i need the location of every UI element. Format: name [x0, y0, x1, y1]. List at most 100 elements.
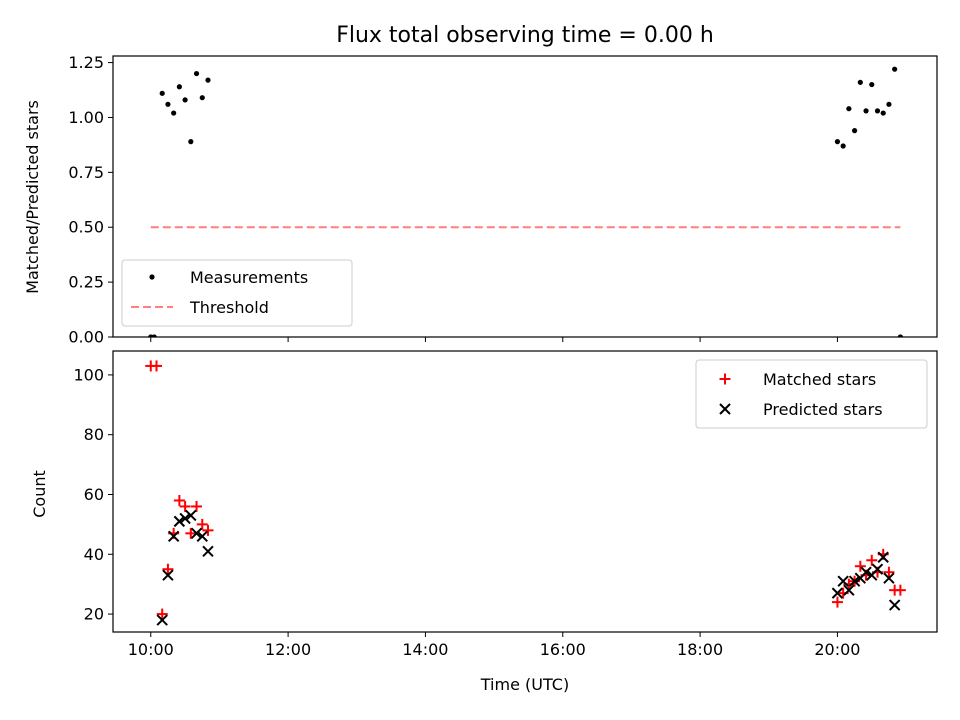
predicted-star-point — [202, 545, 214, 557]
measurement-point — [857, 79, 863, 85]
count-x-tick-label: 20:00 — [814, 640, 860, 659]
predicted-star-point — [156, 614, 168, 626]
ratio-axes-frame — [112, 55, 938, 338]
count-x-tick-label: 12:00 — [265, 640, 311, 659]
predicted-star-point — [167, 530, 180, 543]
matched-legend-marker — [719, 373, 731, 385]
measurement-point — [869, 81, 875, 88]
measurement-point — [840, 143, 846, 149]
figure-title: Flux total observing time = 0.00 h — [336, 23, 714, 48]
predicted-marker-b — [831, 587, 844, 599]
predicted-star-point — [185, 509, 197, 522]
matched-star-point — [831, 596, 843, 608]
x-axis-label: Time (UTC) — [480, 675, 569, 694]
ratio-y-tick-label: 0.75 — [68, 163, 104, 182]
measurement-point — [182, 97, 188, 103]
count-y-tick-label: 20 — [84, 605, 104, 624]
measurement-point — [874, 108, 881, 114]
predicted-marker-b — [877, 551, 889, 563]
ratio-panel: 0.00 0.25 0.50 0.75 1.00 1.25 Matched/Predict… — [23, 53, 938, 347]
matched-star-point — [162, 563, 174, 575]
matched-star-point — [191, 500, 203, 512]
ratio-y-tick-label: 1.25 — [68, 53, 104, 72]
predicted-legend-marker — [719, 403, 731, 415]
predicted-marker-b — [837, 575, 849, 587]
measurement-point — [886, 101, 892, 107]
count-panel: 20 40 60 80 100 10:00 12:00 14:00 16:00 18:00 20:… — [30, 350, 938, 694]
ratio-y-tick-label: 0.50 — [68, 218, 104, 237]
measurement-point — [188, 139, 194, 145]
count-x-ticks: 10:00 12:00 14:00 16:00 18:00 20:00 — [128, 632, 860, 659]
predicted-legend-label: Predicted stars — [763, 400, 883, 419]
predicted-marker-b — [190, 527, 203, 540]
count-legend-box — [695, 359, 928, 429]
count-y-tick-label: 80 — [84, 425, 104, 444]
predicted-star-point — [860, 566, 872, 578]
measurement-point — [897, 334, 903, 337]
measurement-point — [165, 101, 171, 107]
predicted-star-point — [179, 512, 191, 525]
predicted-marker-b — [156, 614, 168, 626]
predicted-marker-b — [202, 545, 214, 557]
matched-star-point — [883, 566, 895, 578]
count-y-tick-label: 100 — [73, 365, 104, 384]
predicted-marker-b — [179, 512, 191, 525]
measurement-point — [880, 110, 886, 116]
ratio-marks — [148, 66, 903, 337]
threshold-legend-label: Threshold — [189, 298, 269, 317]
measurements-legend-label: Measurements — [190, 268, 308, 287]
predicted-star-point — [848, 575, 861, 587]
predicted-star-point — [190, 527, 203, 540]
count-x-tick-label: 14:00 — [402, 640, 448, 659]
count-marks — [145, 360, 906, 626]
predicted-marker-b — [843, 584, 855, 596]
matched-star-point — [196, 518, 208, 530]
measurement-point — [863, 108, 869, 114]
ratio-y-tick-label: 0.00 — [68, 328, 104, 347]
matched-star-point — [185, 527, 197, 539]
matched-star-point — [156, 608, 168, 620]
measurement-point — [171, 110, 177, 116]
matched-star-point — [150, 360, 162, 372]
measurement-point — [205, 77, 211, 83]
predicted-star-point — [871, 563, 884, 575]
matched-star-point — [894, 584, 906, 596]
matched-star-point — [179, 500, 191, 512]
count-y-axis-label: Count — [30, 470, 49, 518]
count-x-tick-label: 18:00 — [677, 640, 723, 659]
ratio-y-tick-label: 1.00 — [68, 108, 104, 127]
predicted-star-point — [843, 584, 855, 596]
measurement-point — [176, 84, 182, 90]
predicted-marker-b — [848, 575, 861, 587]
predicted-marker-b — [196, 530, 208, 543]
matched-star-point — [854, 560, 866, 572]
predicted-marker-b — [888, 599, 901, 611]
ratio-y-tick-label: 0.25 — [68, 273, 104, 292]
ratio-y-ticks: 0.00 0.25 0.50 0.75 1.00 1.25 — [68, 53, 113, 347]
matched-star-point — [173, 494, 185, 506]
predicted-star-point — [888, 599, 901, 611]
measurement-point — [159, 90, 165, 96]
count-y-tick-label: 40 — [84, 545, 104, 564]
measurement-point — [846, 106, 852, 112]
predicted-star-point — [196, 530, 208, 543]
count-x-tick-label: 16:00 — [540, 640, 586, 659]
count-x-tick-label: 10:00 — [128, 640, 174, 659]
measurements-legend-dot — [149, 274, 155, 280]
ratio-y-axis-label: Matched/Predicted stars — [23, 100, 42, 294]
predicted-star-point — [173, 515, 186, 528]
predicted-marker-b — [860, 566, 872, 578]
count-legend: Matched stars Predicted stars — [695, 359, 928, 429]
predicted-marker-b — [162, 569, 174, 581]
measurement-point — [193, 70, 200, 77]
predicted-marker-b — [871, 563, 884, 575]
predicted-marker-b — [185, 509, 197, 522]
matched-star-point — [202, 524, 214, 536]
predicted-marker-b — [167, 530, 180, 543]
predicted-star-point — [831, 587, 844, 599]
matched-star-point — [866, 554, 878, 566]
measurement-point — [852, 128, 858, 134]
ratio-legend-box — [121, 259, 353, 327]
count-y-tick-label: 60 — [84, 485, 104, 504]
